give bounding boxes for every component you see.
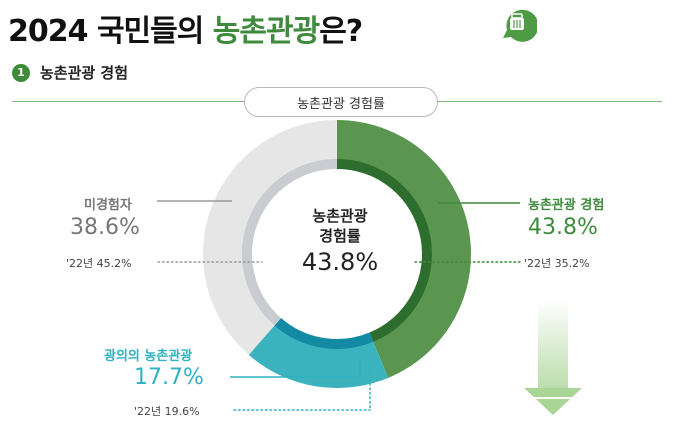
basket-icon (503, 9, 537, 42)
value-broad: 17.7% (134, 365, 204, 390)
legend-experienced: 농촌관광 경험 (528, 198, 605, 213)
title-highlight: 농촌관광 (212, 14, 320, 49)
slice-inexperienced-inner-ring (242, 159, 338, 326)
center-value: 43.8% (301, 248, 379, 276)
divider-right (436, 101, 662, 102)
center-label-line1: 농촌관광 (312, 207, 368, 225)
center-label-line2: 경험률 (319, 227, 361, 245)
down-arrow-head (524, 388, 582, 415)
section-heading: 1 농촌관광 경험 (12, 62, 128, 83)
prev-broad: '22년 19.6% (134, 405, 200, 418)
divider-left (12, 101, 244, 102)
value-experienced: 43.8% (528, 215, 598, 240)
section-number-badge: 1 (12, 63, 30, 82)
section-label: 농촌관광 경험 (40, 64, 129, 82)
down-arrow-shaft (538, 300, 568, 392)
prev-experienced: '22년 35.2% (524, 257, 590, 270)
value-inexperienced: 38.6% (70, 215, 140, 240)
donut-center-label: 농촌관광 경험률 43.8% (270, 206, 410, 276)
legend-inexperienced: 미경험자 (84, 198, 132, 213)
down-arrow-chevron (532, 397, 577, 419)
slice-broad-inner-ring (274, 317, 374, 349)
slice-experienced-inner-ring (336, 159, 432, 342)
legend-broad: 광의의 농촌관광 (104, 349, 193, 364)
chart-title: 농촌관광 경험률 (244, 87, 438, 117)
page-title: 2024 국민들의 농촌관광은? (8, 14, 363, 49)
slice-experienced (337, 120, 471, 378)
donut-hole (253, 170, 421, 338)
slice-inexperienced (202, 119, 337, 355)
slice-broad (248, 323, 389, 388)
prev-inexperienced: '22년 45.2% (66, 257, 132, 270)
